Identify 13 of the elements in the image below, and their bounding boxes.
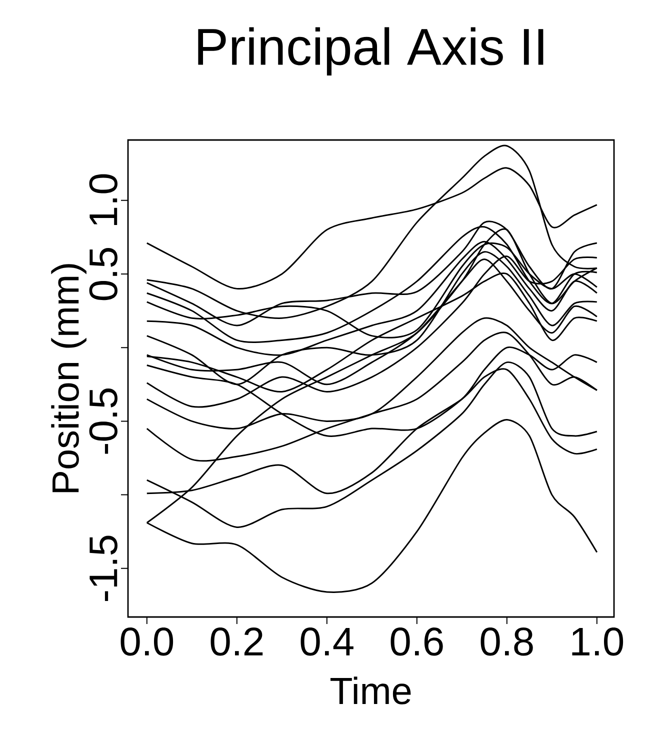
x-axis-title: Time	[330, 676, 411, 704]
y-tick-label: 1.0	[89, 174, 118, 226]
y-tick-label: -0.5	[89, 388, 118, 454]
x-tick-label: 0.2	[210, 628, 263, 656]
x-tick-label: 0.4	[300, 628, 354, 656]
chart-title: Principal Axis II	[198, 27, 544, 76]
y-tick-label: -1.5	[90, 536, 118, 601]
y-axis-title: Position (mm)	[51, 264, 86, 492]
x-tick-label: 0.6	[390, 628, 443, 656]
x-tick-label: 0.0	[120, 628, 174, 656]
x-tick-label: 1.0	[572, 628, 624, 656]
x-tick-label: 0.8	[480, 628, 533, 656]
y-tick-label: 0.5	[89, 248, 118, 300]
